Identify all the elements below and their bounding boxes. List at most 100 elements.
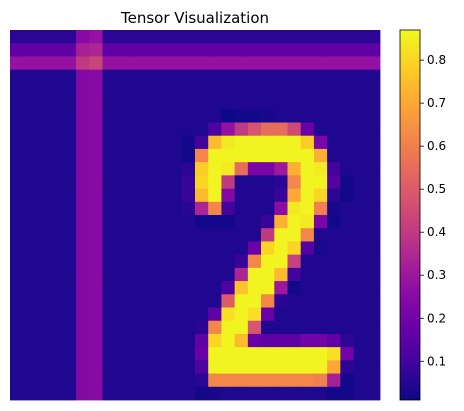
heatmap-cell xyxy=(128,96,143,110)
heatmap-cell xyxy=(327,30,341,44)
colorbar-tick-label: 0.6 xyxy=(427,139,446,153)
heatmap-cell xyxy=(195,69,209,84)
heatmap-cell xyxy=(234,307,249,322)
heatmap-cell xyxy=(353,373,368,388)
heatmap-cell xyxy=(49,43,64,57)
heatmap-cell xyxy=(10,333,24,348)
heatmap-cell xyxy=(142,135,156,150)
heatmap-cell xyxy=(36,122,51,137)
heatmap-cell xyxy=(36,82,51,97)
heatmap-cell xyxy=(300,215,315,229)
heatmap-cell xyxy=(36,267,51,282)
heatmap-cell xyxy=(49,82,64,97)
heatmap-cell xyxy=(10,109,24,123)
heatmap-cell xyxy=(49,347,64,361)
heatmap-cell xyxy=(181,254,196,269)
heatmap-cell xyxy=(234,188,249,203)
heatmap-cell xyxy=(353,267,368,282)
heatmap-cell xyxy=(313,109,328,123)
heatmap-cell xyxy=(10,320,24,335)
heatmap-cell xyxy=(115,43,130,57)
heatmap-cell xyxy=(36,241,51,256)
heatmap-cell xyxy=(128,56,143,71)
heatmap-cell xyxy=(234,320,249,335)
heatmap-cell xyxy=(89,360,103,374)
heatmap-cell xyxy=(327,267,341,282)
heatmap-cell xyxy=(181,228,196,242)
heatmap-cell xyxy=(168,135,183,150)
heatmap-cell xyxy=(128,373,143,388)
heatmap-cell xyxy=(327,320,341,335)
heatmap-cell xyxy=(62,162,77,176)
heatmap-cell xyxy=(49,96,64,110)
heatmap-cell xyxy=(327,333,341,348)
heatmap-cell xyxy=(142,307,156,322)
heatmap-cell xyxy=(128,215,143,229)
heatmap-cell xyxy=(247,333,262,348)
heatmap-cell xyxy=(261,96,275,110)
heatmap-cell xyxy=(208,43,222,57)
heatmap-cell xyxy=(76,148,90,163)
heatmap-cell xyxy=(313,320,328,335)
heatmap-cell xyxy=(300,30,315,44)
heatmap-cell xyxy=(234,201,249,216)
heatmap-cell xyxy=(155,122,169,137)
heatmap-cell xyxy=(49,307,64,322)
heatmap-cell xyxy=(155,320,169,335)
heatmap-cell xyxy=(274,43,288,57)
heatmap-cell xyxy=(221,56,236,71)
heatmap-cell xyxy=(89,188,103,203)
heatmap-cell xyxy=(340,215,354,229)
heatmap-cell xyxy=(102,135,117,150)
heatmap-cell xyxy=(366,162,381,176)
heatmap-cell xyxy=(247,43,262,57)
colorbar-tick-label: 0.8 xyxy=(427,53,446,67)
heatmap-cell xyxy=(10,30,24,44)
heatmap-cell xyxy=(102,347,117,361)
heatmap-cell xyxy=(10,307,24,322)
heatmap-cell xyxy=(287,122,302,137)
heatmap-cell xyxy=(195,109,209,123)
heatmap-cell xyxy=(300,135,315,150)
heatmap-cell xyxy=(274,135,288,150)
heatmap-cell xyxy=(221,347,236,361)
heatmap-cell xyxy=(327,148,341,163)
heatmap-cell xyxy=(36,360,51,374)
heatmap-cell xyxy=(62,267,77,282)
heatmap-cell xyxy=(142,320,156,335)
heatmap-cell xyxy=(49,254,64,269)
heatmap-cell xyxy=(49,109,64,123)
heatmap-cell xyxy=(353,386,368,401)
heatmap-cell xyxy=(89,82,103,97)
heatmap-cell xyxy=(366,56,381,71)
heatmap-cell xyxy=(23,241,37,256)
heatmap-cell xyxy=(247,30,262,44)
heatmap-cell xyxy=(353,281,368,295)
heatmap-cell xyxy=(142,96,156,110)
heatmap-cell xyxy=(287,188,302,203)
heatmap-cell xyxy=(181,241,196,256)
heatmap-cell xyxy=(340,333,354,348)
heatmap-cell xyxy=(102,122,117,137)
heatmap-cell xyxy=(168,281,183,295)
heatmap-cell xyxy=(313,360,328,374)
heatmap-cell xyxy=(327,96,341,110)
heatmap-cell xyxy=(128,69,143,84)
heatmap-cell xyxy=(234,254,249,269)
heatmap-cell xyxy=(313,373,328,388)
heatmap-cell xyxy=(313,69,328,84)
heatmap-cell xyxy=(287,82,302,97)
heatmap-cell xyxy=(313,386,328,401)
heatmap-cell xyxy=(49,201,64,216)
heatmap-cell xyxy=(181,201,196,216)
heatmap-cell xyxy=(300,386,315,401)
heatmap-cell xyxy=(366,43,381,57)
heatmap-cell xyxy=(89,122,103,137)
heatmap-cell xyxy=(287,360,302,374)
heatmap-cell xyxy=(313,188,328,203)
heatmap-cell xyxy=(102,201,117,216)
heatmap-cell xyxy=(155,373,169,388)
heatmap-cell xyxy=(327,373,341,388)
heatmap-cell xyxy=(36,333,51,348)
